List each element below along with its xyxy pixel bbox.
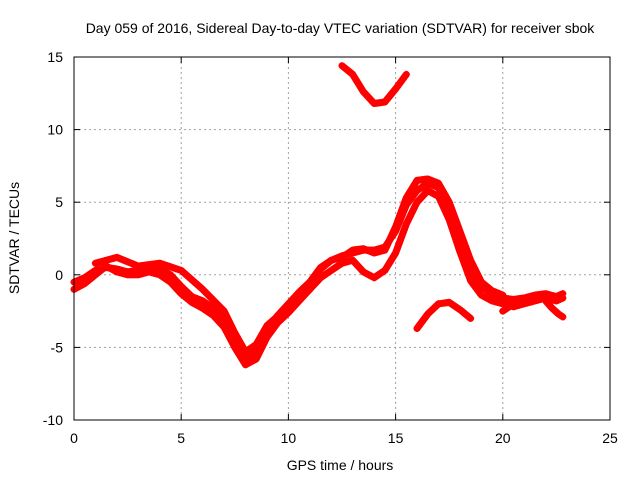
y-tick-label: 10 [47, 122, 63, 138]
data-point [552, 297, 560, 305]
y-tick-label: -10 [43, 412, 63, 428]
data-point [91, 259, 99, 267]
y-axis-label: SDTVAR / TECUs [6, 182, 22, 294]
chart-title: Day 059 of 2016, Sidereal Day-to-day VTE… [86, 20, 596, 36]
x-tick-label: 0 [70, 430, 78, 446]
x-axis-label: GPS time / hours [287, 457, 394, 473]
plot-frame [73, 56, 611, 421]
data-point [98, 258, 106, 265]
data-point [400, 200, 408, 208]
data-series [70, 62, 567, 369]
data-point [107, 255, 115, 263]
y-tick-label: 15 [47, 49, 63, 65]
x-tick-label: 25 [602, 430, 618, 446]
data-point [559, 313, 567, 321]
data-point [520, 297, 528, 305]
x-tick-label: 5 [177, 430, 185, 446]
data-point [505, 303, 513, 311]
data-point [556, 296, 564, 303]
data-point [101, 257, 109, 265]
x-tick-label: 20 [495, 430, 511, 446]
series-tail-20to21 [499, 297, 528, 315]
data-point [499, 291, 507, 299]
series-arc-upper [338, 62, 410, 107]
data-point [458, 233, 466, 241]
y-tick-label: 5 [55, 194, 63, 210]
series-track-c [91, 175, 507, 356]
data-point [467, 314, 475, 322]
data-point [559, 294, 567, 302]
x-tick-label: 10 [281, 430, 297, 446]
series-arc-lower [413, 298, 475, 332]
data-point [104, 256, 112, 264]
axis-ticks: 0 5 10 15 20 25 -10 -5 0 5 10 15 [43, 49, 618, 446]
y-tick-label: -5 [51, 339, 64, 355]
x-tick-label: 15 [388, 430, 404, 446]
grid [74, 57, 610, 420]
data-point [402, 70, 410, 78]
data-point [508, 301, 516, 309]
series-tail-end [542, 297, 567, 321]
data-point [451, 233, 459, 241]
data-point [95, 258, 102, 266]
y-tick-label: 0 [55, 267, 63, 283]
